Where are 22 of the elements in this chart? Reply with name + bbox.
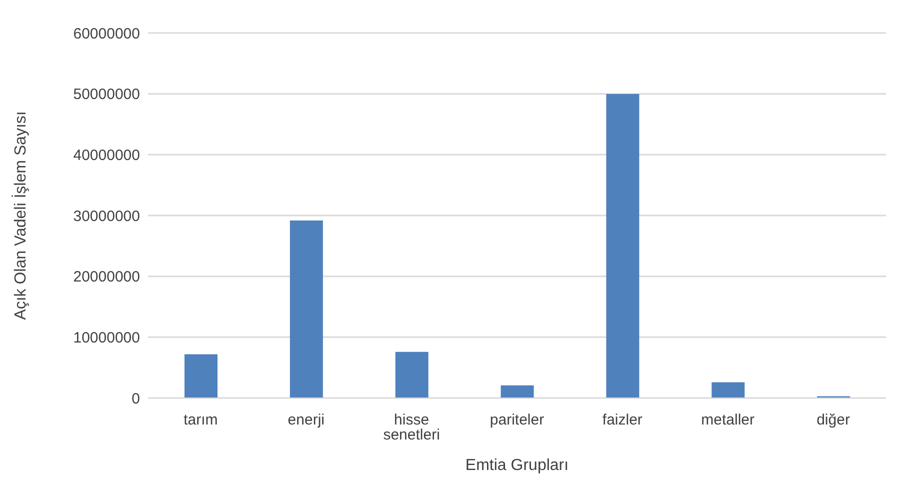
x-tick-label: faizler bbox=[602, 412, 642, 429]
x-tick-label: pariteler bbox=[490, 412, 544, 429]
y-tick-label: 60000000 bbox=[73, 25, 140, 42]
y-axis-title: Açık Olan Vadeli İşlem Sayısı bbox=[12, 111, 30, 320]
y-tick-label: 50000000 bbox=[73, 86, 140, 104]
y-tick-label: 30000000 bbox=[73, 208, 140, 225]
x-tick-label: metaller bbox=[701, 412, 755, 429]
bar bbox=[395, 352, 428, 398]
x-tick-label: hisse senetleri bbox=[383, 412, 440, 444]
y-tick-label: 20000000 bbox=[73, 268, 140, 286]
y-tick-label: 10000000 bbox=[73, 329, 140, 346]
x-tick-label: tarım bbox=[184, 412, 218, 429]
y-tick-label: 40000000 bbox=[73, 146, 140, 164]
x-tick-label: diğer bbox=[816, 412, 850, 429]
x-tick-label: enerji bbox=[288, 412, 324, 429]
bar bbox=[712, 382, 745, 398]
bar bbox=[184, 354, 218, 398]
bar bbox=[606, 94, 640, 398]
bar bbox=[290, 220, 323, 398]
y-tick-label: 0 bbox=[132, 390, 140, 408]
x-axis-title: Emtia Grupları bbox=[465, 457, 569, 474]
bar bbox=[500, 385, 534, 398]
